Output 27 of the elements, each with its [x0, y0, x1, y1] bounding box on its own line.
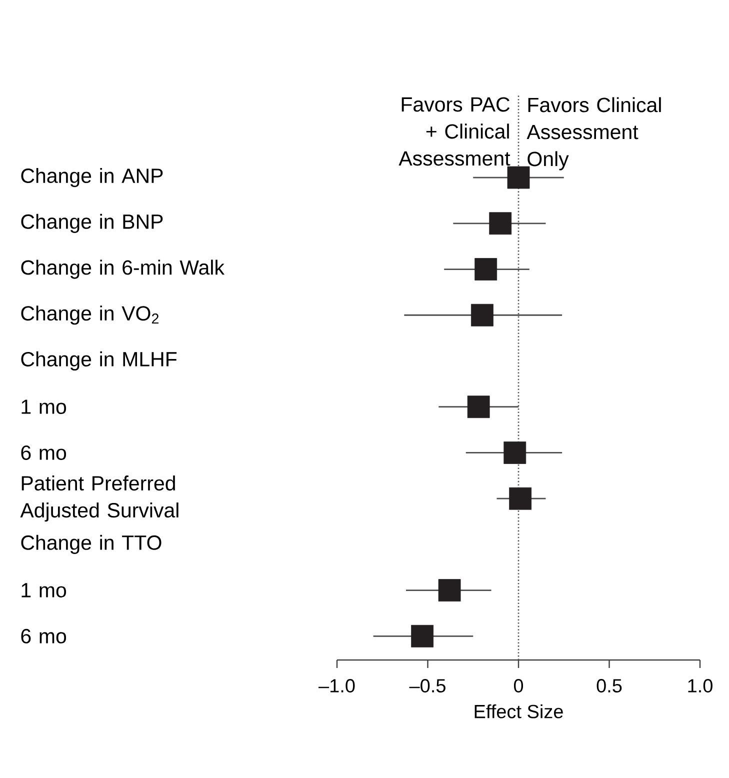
- y-tick-label: 6 mo: [21, 445, 66, 460]
- x-tick-label: 0: [514, 679, 524, 692]
- x-axis-title: Effect Size: [474, 704, 563, 718]
- x-tick-label: –0.5: [409, 679, 446, 692]
- x-tick-label: –1.0: [318, 679, 355, 692]
- annotation: Favors Clinical Assessment Only: [526, 97, 661, 170]
- y-tick-label: Change in ANP: [21, 168, 163, 188]
- point: [438, 579, 461, 602]
- y-tick-label: 1 mo: [22, 400, 66, 414]
- annotation: Favors PAC + Clinical Assessment: [398, 97, 510, 166]
- y-tick-label: Change in TTO: [21, 534, 162, 554]
- y-tick-label: 1 mo: [22, 583, 66, 598]
- point: [471, 304, 494, 326]
- x-tick-label: 0.5: [596, 679, 622, 692]
- point: [467, 396, 490, 418]
- y-tick-label: Change in MLHF: [21, 351, 177, 371]
- point: [489, 212, 512, 235]
- y-tick-label: 6 mo: [21, 628, 66, 644]
- y-tick-label: Change in 6-min Walk: [21, 260, 225, 279]
- x-tick-label: 1.0: [688, 679, 712, 692]
- point: [411, 624, 434, 648]
- y-tick-label: Change in VO$_{2}$: [21, 306, 158, 325]
- point: [504, 442, 526, 464]
- y-tick-label: Change in BNP: [21, 214, 163, 233]
- y-tick-label: Patient Preferred Adjusted Survival: [20, 476, 178, 522]
- point: [474, 258, 498, 280]
- point: [509, 487, 532, 510]
